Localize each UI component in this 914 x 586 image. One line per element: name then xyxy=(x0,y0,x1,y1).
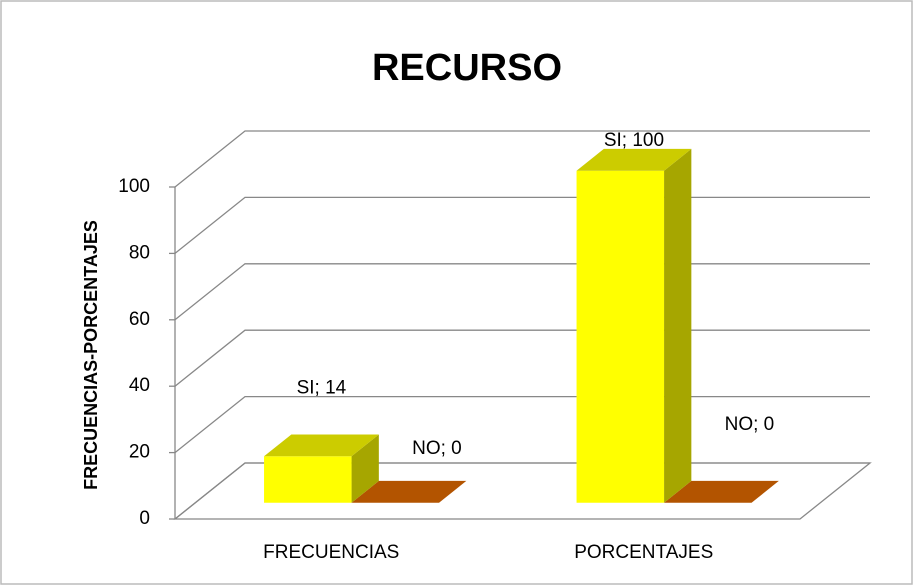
data-label: NO; 0 xyxy=(412,438,462,459)
bar xyxy=(664,480,779,503)
grid-line xyxy=(174,130,870,188)
chart-title: RECURSO xyxy=(372,47,562,89)
data-label: SI; 100 xyxy=(604,130,664,151)
data-label: NO; 0 xyxy=(725,414,775,435)
y-tick-label: 0 xyxy=(139,508,150,529)
x-tick-label: PORCENTAJES xyxy=(574,542,713,563)
bar-front xyxy=(264,456,352,503)
bar-top xyxy=(264,434,379,457)
bar-top xyxy=(351,480,467,503)
bar-top xyxy=(664,480,779,503)
y-tick-label: 20 xyxy=(129,442,150,463)
bar-front xyxy=(576,170,665,503)
bar-side xyxy=(664,148,692,503)
y-tick-label: 40 xyxy=(129,375,150,396)
y-tick-label: 60 xyxy=(129,309,150,330)
y-axis-title: FRECUENCIAS-PORCENTAJES xyxy=(81,220,101,490)
y-tick-label: 100 xyxy=(118,176,150,197)
data-label: SI; 14 xyxy=(297,377,347,398)
bar xyxy=(351,480,467,503)
y-tick-label: 80 xyxy=(129,242,150,263)
bar-top xyxy=(576,148,692,171)
bar xyxy=(264,434,379,503)
bar-side xyxy=(351,434,379,503)
bar xyxy=(576,148,692,503)
x-tick-label: FRECUENCIAS xyxy=(263,542,399,563)
